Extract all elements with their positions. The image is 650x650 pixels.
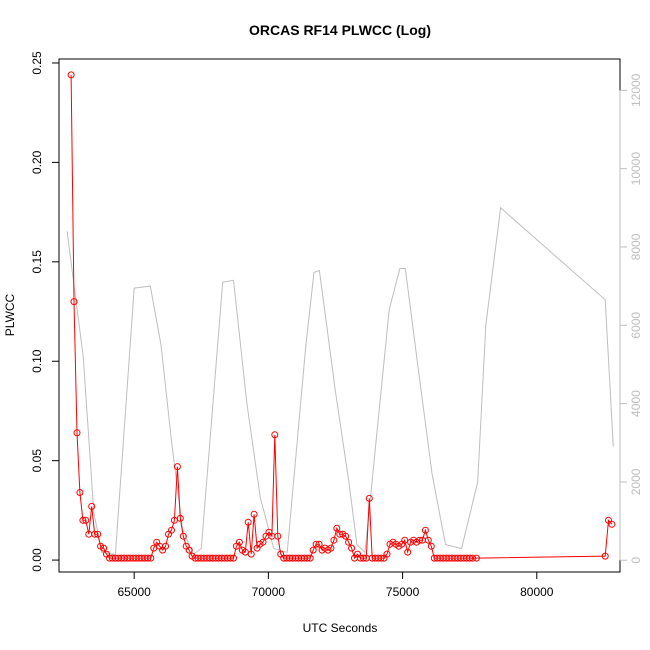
plwcc-point — [336, 530, 344, 538]
x-tick-label: 70000 — [252, 585, 286, 599]
plot-border — [58, 58, 621, 573]
plwcc-point — [306, 554, 314, 562]
plwcc-point — [472, 554, 480, 562]
y2-tick-label: 2000 — [629, 468, 643, 495]
plwcc-point — [91, 530, 99, 538]
plwcc-point — [383, 550, 391, 558]
plwcc-point — [342, 532, 350, 540]
plwcc-point — [227, 554, 234, 562]
y-axis-label: PLWCC — [3, 293, 17, 336]
y-axis: 0.00 0.05 0.10 0.15 0.20 0.25 — [30, 51, 60, 572]
chart-title: ORCAS RF14 PLWCC (Log) — [249, 22, 431, 38]
plwcc-point — [377, 554, 385, 562]
plwcc-point — [312, 540, 320, 548]
plwcc-point — [359, 554, 367, 562]
plwcc-point — [309, 546, 317, 554]
plwcc-point — [176, 514, 184, 522]
plwcc-line — [70, 74, 613, 560]
plwcc-point — [162, 542, 170, 550]
plwcc-point — [241, 548, 249, 556]
plwcc-point — [421, 526, 429, 534]
plwcc-point — [271, 431, 279, 439]
y-tick-label: 0.05 — [30, 449, 44, 473]
plwcc-point — [466, 554, 474, 562]
plwcc-point — [173, 463, 181, 471]
plwcc-point — [348, 544, 356, 552]
plot-frame — [58, 58, 621, 573]
plwcc-point — [244, 518, 252, 526]
plwcc-point — [427, 542, 435, 550]
y2-tick-label: 6000 — [629, 312, 643, 339]
plwcc-point — [79, 516, 87, 524]
altitude-series — [66, 206, 614, 556]
plwcc-point — [170, 516, 178, 524]
plwcc-point — [185, 546, 193, 554]
plwcc-point — [247, 550, 255, 558]
plwcc-point — [345, 538, 353, 546]
y2-tick-label: 0 — [629, 557, 643, 564]
plwcc-point — [274, 532, 282, 540]
altitude-line — [66, 206, 614, 556]
y-tick-label: 0.00 — [30, 548, 44, 572]
y-tick-label: 0.20 — [30, 150, 44, 174]
y-tick-label: 0.10 — [30, 349, 44, 373]
plwcc-point — [147, 554, 155, 562]
plwcc-series — [67, 71, 616, 562]
plwcc-point — [303, 554, 311, 562]
plwcc-point — [73, 429, 81, 437]
plwcc-point — [608, 520, 616, 528]
plwcc-point — [235, 538, 243, 546]
y2-tick-label: 12000 — [629, 73, 643, 107]
plwcc-point — [70, 298, 78, 306]
plwcc-point — [67, 71, 75, 79]
y2-tick-label: 8000 — [629, 233, 643, 260]
plwcc-point — [416, 536, 423, 544]
y-tick-label: 0.25 — [30, 51, 44, 75]
plwcc-point — [88, 502, 96, 510]
plwcc-point — [401, 536, 409, 544]
plwcc-point — [333, 524, 341, 532]
plwcc-point — [82, 516, 90, 524]
plwcc-point — [469, 554, 477, 562]
plwcc-point — [605, 516, 612, 524]
x-axis: 65000 70000 75000 80000 — [117, 571, 554, 599]
x-tick-label: 75000 — [386, 585, 420, 599]
plwcc-point — [330, 536, 338, 544]
y2-tick-label: 10000 — [629, 152, 643, 186]
plwcc-point — [259, 538, 267, 546]
plwcc-point — [250, 510, 258, 518]
y2-axis: 0 2000 4000 6000 8000 10000 12000 — [619, 73, 643, 564]
x-axis-label: UTC Seconds — [303, 621, 378, 635]
plwcc-point — [315, 540, 323, 548]
y-tick-label: 0.15 — [30, 250, 44, 274]
plwcc-point — [365, 494, 373, 502]
x-tick-label: 65000 — [117, 585, 151, 599]
plwcc-point — [230, 554, 237, 562]
plwcc-point — [76, 489, 84, 496]
plwcc-point — [179, 532, 187, 540]
plwcc-point — [144, 554, 152, 562]
plwcc-point — [327, 544, 335, 552]
plwcc-point — [168, 526, 175, 534]
y2-tick-label: 4000 — [629, 390, 643, 417]
plwcc-point — [424, 536, 432, 544]
plwcc-point — [601, 552, 609, 560]
plwcc-point — [100, 544, 108, 552]
plwcc-point — [404, 548, 412, 556]
x-tick-label: 80000 — [520, 585, 554, 599]
plwcc-point — [94, 530, 102, 538]
